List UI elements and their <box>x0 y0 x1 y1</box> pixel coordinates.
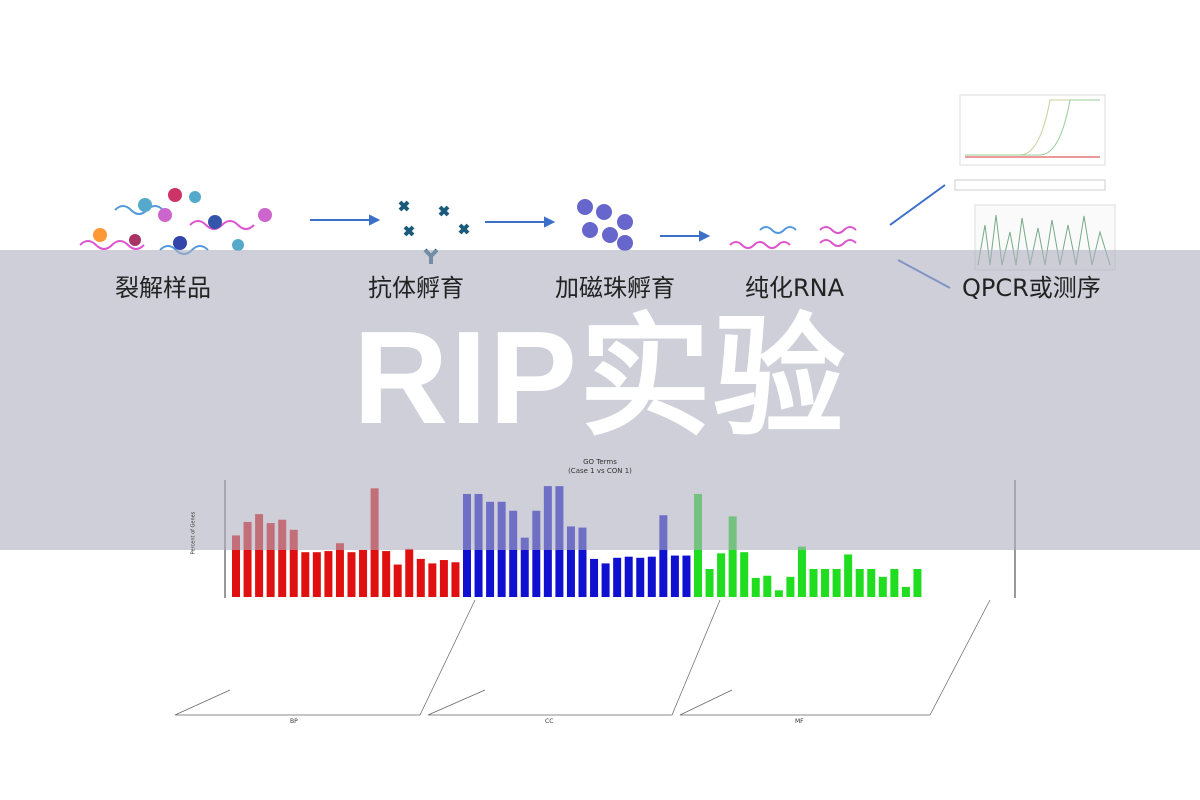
arrows <box>310 184 951 289</box>
bar-bp <box>278 519 287 597</box>
bar-mf <box>821 569 830 597</box>
y-axis-label: Percent of Genes <box>190 511 197 555</box>
bar-mf <box>763 575 772 597</box>
bar-mf <box>809 569 818 597</box>
bar-cc <box>532 510 541 597</box>
step-purify-rna: 纯化RNA <box>745 274 845 302</box>
bar-bp <box>359 549 368 597</box>
group-label-mf: MF <box>795 718 804 725</box>
bar-cc <box>590 558 599 597</box>
bar-mf <box>901 586 910 597</box>
bar-cc <box>509 510 518 597</box>
lysate-icon <box>79 188 272 255</box>
bar-cc <box>566 526 575 597</box>
bar-bp <box>232 535 240 597</box>
bar-cc <box>520 537 529 597</box>
bar-bp <box>416 558 425 597</box>
qpcr-plot-thumbnail <box>954 94 1106 191</box>
bar-bp <box>335 543 344 597</box>
group-label-cc: CC <box>545 718 554 725</box>
step-lyse-sample: 裂解样品 <box>115 274 211 302</box>
bar-bp <box>393 564 402 597</box>
magnetic-beads-icon <box>577 199 633 251</box>
bar-bp <box>312 552 321 597</box>
bar-bp <box>301 552 310 597</box>
bar-cc <box>636 557 645 597</box>
bar-bp <box>428 563 437 597</box>
bar-bp <box>347 552 356 597</box>
bar-mf <box>878 576 887 597</box>
bar-mf <box>844 554 853 597</box>
bar-bp <box>289 529 298 597</box>
bar-cc <box>670 555 679 597</box>
bar-mf <box>751 577 760 597</box>
bar-mf <box>786 576 795 597</box>
bar-cc <box>682 555 691 597</box>
step-bead-incubation: 加磁珠孵育 <box>555 274 675 302</box>
bar-cc <box>578 527 587 597</box>
bar-bp <box>266 523 275 597</box>
bar-bp <box>324 551 333 597</box>
chart-title: GO Terms (Case 1 vs CON 1) <box>568 458 632 475</box>
bar-bp <box>451 562 460 597</box>
bar-mf <box>740 552 749 597</box>
bar-mf <box>774 590 783 597</box>
page-title: RIP实验 <box>352 304 848 451</box>
bar-cc <box>647 556 656 597</box>
step-antibody-incubation: 抗体孵育 <box>368 274 464 302</box>
bar-cc <box>601 563 610 597</box>
bar-mf <box>705 569 714 597</box>
bar-bp <box>255 514 264 597</box>
bar-bp <box>382 551 391 597</box>
bar-bp <box>439 560 448 597</box>
rna-icon <box>729 226 857 249</box>
bar-cc <box>659 515 668 597</box>
bar-cc <box>624 556 633 597</box>
bar-mf <box>890 569 899 597</box>
bar-mf <box>913 569 922 597</box>
bar-cc <box>613 557 622 597</box>
bar-mf <box>867 569 876 597</box>
group-label-bp: BP <box>290 718 298 725</box>
bar-mf <box>728 516 737 597</box>
bar-bp <box>243 521 252 597</box>
bar-mf <box>832 569 841 597</box>
bar-mf <box>717 553 726 597</box>
step-qpcr-or-sequencing: QPCR或测序 <box>962 274 1101 302</box>
overlay-band <box>0 250 1200 550</box>
bar-bp <box>405 548 414 597</box>
bar-mf <box>855 569 864 597</box>
bar-mf <box>797 546 806 597</box>
